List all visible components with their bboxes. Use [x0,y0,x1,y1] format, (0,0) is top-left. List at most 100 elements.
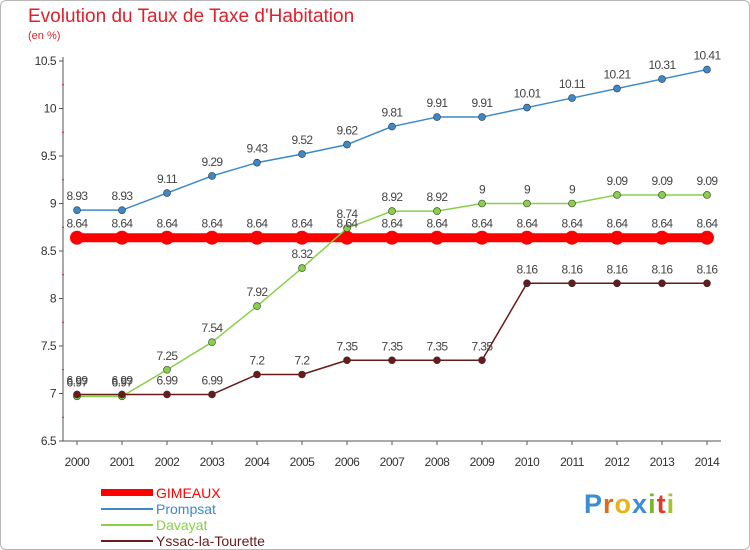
y-tick-label: 6.5 [41,434,57,448]
data-point-gimeaux [205,230,219,245]
x-tick-label: 2013 [650,455,676,469]
x-tick-label: 2007 [380,455,406,469]
data-label-gimeaux: 8.64 [652,217,674,231]
data-point-prompsat [163,189,171,197]
data-point-davayat [658,191,666,199]
x-tick-label: 2011 [560,455,585,469]
data-point-yssac-la-tourette [208,390,216,399]
data-label-prompsat: 9.62 [337,124,359,138]
data-point-gimeaux [610,230,624,245]
chart-title: Evolution du Taux de Taxe d'Habitation [28,6,355,27]
x-tick-label: 2000 [65,455,91,469]
proxiti-logo: Proxiti [584,489,675,520]
data-label-davayat: 8.92 [427,190,449,204]
data-label-davayat: 8.74 [337,207,359,221]
data-point-yssac-la-tourette [658,279,666,288]
data-label-yssac-la-tourette: 7.2 [295,354,311,368]
logo-letter: P [584,489,604,519]
data-label-yssac-la-tourette: 6.99 [112,373,134,387]
data-label-gimeaux: 8.64 [157,217,179,231]
data-label-yssac-la-tourette: 6.99 [67,373,89,387]
data-point-prompsat [343,140,351,149]
x-tick-label: 2005 [290,455,316,469]
data-label-yssac-la-tourette: 7.35 [382,339,404,353]
x-tick-label: 2006 [335,455,361,469]
data-point-yssac-la-tourette [568,279,576,288]
data-point-prompsat [568,94,576,102]
x-tick-label: 2008 [425,455,451,469]
data-label-davayat: 6.97 [67,375,89,389]
logo-letter: i [666,489,676,519]
data-label-yssac-la-tourette: 8.16 [562,262,584,276]
data-label-gimeaux: 8.64 [382,217,404,231]
x-tick-label: 2012 [605,455,631,469]
data-point-gimeaux [340,230,354,245]
data-point-yssac-la-tourette [343,356,351,365]
data-label-davayat: 8.32 [292,247,314,261]
data-label-prompsat: 9.81 [382,106,404,120]
data-label-davayat: 6.97 [112,375,134,389]
data-label-davayat: 9.09 [697,174,719,188]
x-tick-label: 2001 [110,455,136,469]
data-label-gimeaux: 8.64 [607,217,629,231]
data-point-gimeaux [115,230,129,245]
data-point-gimeaux [385,230,399,245]
data-point-gimeaux [520,230,534,245]
data-label-yssac-la-tourette: 7.2 [250,354,266,368]
data-point-prompsat [118,206,126,214]
data-point-gimeaux [700,230,714,245]
data-label-gimeaux: 8.64 [247,217,269,231]
legend-swatch [101,524,153,526]
data-point-prompsat [478,113,486,121]
data-point-yssac-la-tourette [163,390,171,399]
x-tick-label: 2002 [155,455,181,469]
logo-letter: t [656,489,667,519]
data-point-prompsat [703,65,711,74]
data-point-yssac-la-tourette [73,390,81,399]
data-label-prompsat: 9.43 [247,142,269,156]
data-point-prompsat [253,158,261,167]
data-point-davayat [208,338,216,347]
data-label-yssac-la-tourette: 8.16 [517,262,539,276]
y-tick-label: 9 [50,197,57,211]
data-point-prompsat [613,84,621,93]
data-point-prompsat [73,206,81,214]
legend-label: Yssac-la-Tourette [156,533,265,549]
y-tick-label: 9.5 [41,149,57,163]
series-line-prompsat [77,68,708,211]
data-point-davayat [433,207,441,215]
y-tick-label: 8.5 [41,244,57,258]
data-label-prompsat: 10.01 [513,87,541,101]
x-tick-label: 2009 [470,455,496,469]
data-point-yssac-la-tourette [253,370,261,379]
data-point-davayat [613,191,621,199]
data-label-davayat: 7.92 [247,285,269,299]
data-label-yssac-la-tourette: 7.35 [472,339,494,353]
data-label-yssac-la-tourette: 6.99 [202,373,224,387]
data-label-prompsat: 9.11 [157,172,178,186]
y-tick-label: 7 [50,387,57,401]
data-point-prompsat [523,103,531,112]
data-point-davayat [703,191,711,199]
legend-swatch [101,508,153,510]
data-label-gimeaux: 8.64 [427,217,449,231]
data-point-yssac-la-tourette [388,356,396,365]
data-point-gimeaux [655,230,669,245]
data-label-prompsat: 8.93 [112,189,134,203]
data-point-davayat [568,199,576,208]
data-point-prompsat [388,122,396,131]
data-point-yssac-la-tourette [298,370,306,379]
data-label-prompsat: 8.93 [67,189,89,203]
data-point-davayat [298,264,306,272]
data-point-yssac-la-tourette [478,356,486,365]
data-point-gimeaux [475,230,489,245]
data-label-prompsat: 9.91 [427,96,449,110]
legend-swatch [101,489,153,496]
data-point-yssac-la-tourette [613,279,621,288]
y-tick-label: 10 [44,102,57,116]
data-label-davayat: 9 [569,183,576,197]
data-point-davayat [388,207,396,215]
data-label-yssac-la-tourette: 8.16 [652,262,674,276]
data-label-gimeaux: 8.64 [517,217,539,231]
